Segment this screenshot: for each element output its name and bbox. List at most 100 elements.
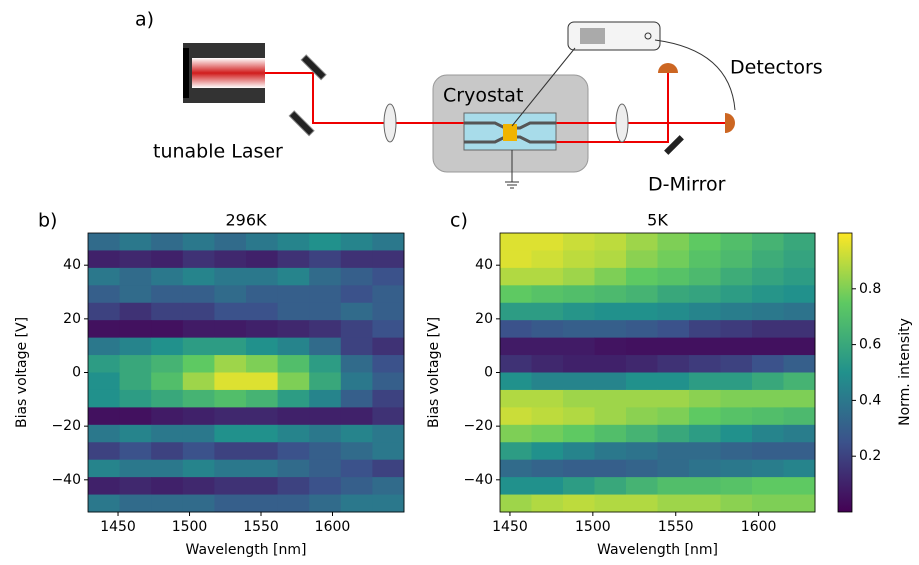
heatmap-cell (689, 302, 721, 321)
heatmap-cell (151, 355, 184, 373)
colorbar-tick-label: 0.2 (859, 448, 881, 464)
heatmap-cell (720, 442, 753, 461)
heatmap-cell (277, 302, 310, 321)
heatmap-cell (372, 459, 405, 478)
heatmap-cell (594, 250, 627, 269)
heatmap-cell (340, 407, 373, 426)
heatmap-cell (277, 355, 310, 373)
heatmap-cell (752, 285, 784, 304)
heatmap-cell (372, 233, 405, 251)
heatmap-cell (500, 302, 532, 321)
heatmap-cell (88, 267, 121, 286)
heatmap-cell (151, 285, 184, 304)
heatmap-cell (531, 442, 564, 461)
label: Cryostat (443, 85, 523, 107)
heatmap-cell (277, 285, 310, 304)
heatmap-cell (657, 372, 690, 391)
heatmap-cell (563, 285, 595, 304)
heatmap-cell (500, 389, 532, 408)
y-tick-label: −20 (51, 418, 81, 434)
heatmap-cell (277, 337, 310, 356)
heatmap-cell (783, 302, 816, 321)
heatmap-cell (594, 459, 627, 478)
heatmap-cell (626, 424, 658, 443)
heatmap-cell (372, 355, 405, 373)
heatmap-cell (88, 355, 121, 373)
heatmap-cell (277, 442, 310, 461)
heatmap-cell (88, 442, 121, 461)
heatmap-cell (214, 337, 247, 356)
heatmap-cell (531, 250, 564, 269)
heatmap-cell (119, 233, 152, 251)
heatmap-cell (689, 285, 721, 304)
heatmap-cell (309, 424, 342, 443)
heatmap-cell (657, 494, 690, 513)
heatmap-cell (563, 355, 595, 373)
heatmap-cell (246, 285, 279, 304)
heatmap-cell (720, 320, 753, 339)
heatmap-cell (720, 389, 753, 408)
heatmap-cell (594, 355, 627, 373)
heatmap-cell (119, 442, 152, 461)
heatmap-cell (340, 442, 373, 461)
heatmap-cell (594, 302, 627, 321)
heatmap-cell (626, 494, 658, 513)
heatmap-cell (182, 250, 215, 269)
heatmap-cell (752, 424, 784, 443)
heatmap-cell (151, 407, 184, 426)
setup-diagram: a) tunable Laser Cryostat Detectors D-Mi… (135, 9, 823, 196)
heatmap-cell (214, 494, 247, 513)
label: tunable Laser (153, 141, 283, 163)
heatmap-cell (246, 389, 279, 408)
heatmap-cell (214, 477, 247, 496)
mirror (300, 54, 327, 81)
heatmap-cell (720, 424, 753, 443)
heatmap-cell (340, 302, 373, 321)
heatmap-cell (119, 459, 152, 478)
heatmap-cell (372, 494, 405, 513)
heatmap-cell (340, 372, 373, 391)
y-tick-label: 20 (475, 311, 493, 327)
heatmap-cell (657, 285, 690, 304)
heatmap-cell (88, 424, 121, 443)
heatmap-cell (151, 337, 184, 356)
heatmap-cell (151, 250, 184, 269)
heatmap-cell (626, 389, 658, 408)
ground (505, 150, 519, 189)
heatmap-cell (720, 285, 753, 304)
y-tick-label: −20 (463, 418, 493, 434)
heatmap-cell (309, 477, 342, 496)
heatmap-cell (214, 250, 247, 269)
heatmap-cell (594, 442, 627, 461)
heatmap-cell (689, 477, 721, 496)
heatmap-cell (720, 267, 753, 286)
heatmap-cell (372, 442, 405, 461)
heatmap-cell (372, 407, 405, 426)
heatmap-cell (657, 442, 690, 461)
heatmap-cell (88, 494, 121, 513)
heatmap-cell (752, 233, 784, 251)
heatmap-cell (246, 459, 279, 478)
heatmap-cell (119, 407, 152, 426)
heatmap-cell (214, 233, 247, 251)
heatmap-cell (151, 302, 184, 321)
colorbar-label: Norm. intensity (897, 318, 913, 426)
heatmap-cell (752, 250, 784, 269)
heatmap-cell (563, 477, 595, 496)
heatmap-cell (151, 372, 184, 391)
heatmap-cell (626, 477, 658, 496)
heatmap-cell (626, 285, 658, 304)
heatmap-cell (594, 267, 627, 286)
heatmap-cell (783, 442, 816, 461)
heatmap-cell (689, 494, 721, 513)
heatmap-cell (594, 389, 627, 408)
heatmap-cell (594, 320, 627, 339)
heatmap-cell (563, 233, 595, 251)
heatmap-cell (783, 389, 816, 408)
detector (658, 63, 678, 73)
heatmap-cell (657, 250, 690, 269)
y-tick-label: −40 (463, 472, 493, 488)
heatmap-cell (531, 233, 564, 251)
heatmap-cell (182, 494, 215, 513)
heatmap-cell (594, 337, 627, 356)
